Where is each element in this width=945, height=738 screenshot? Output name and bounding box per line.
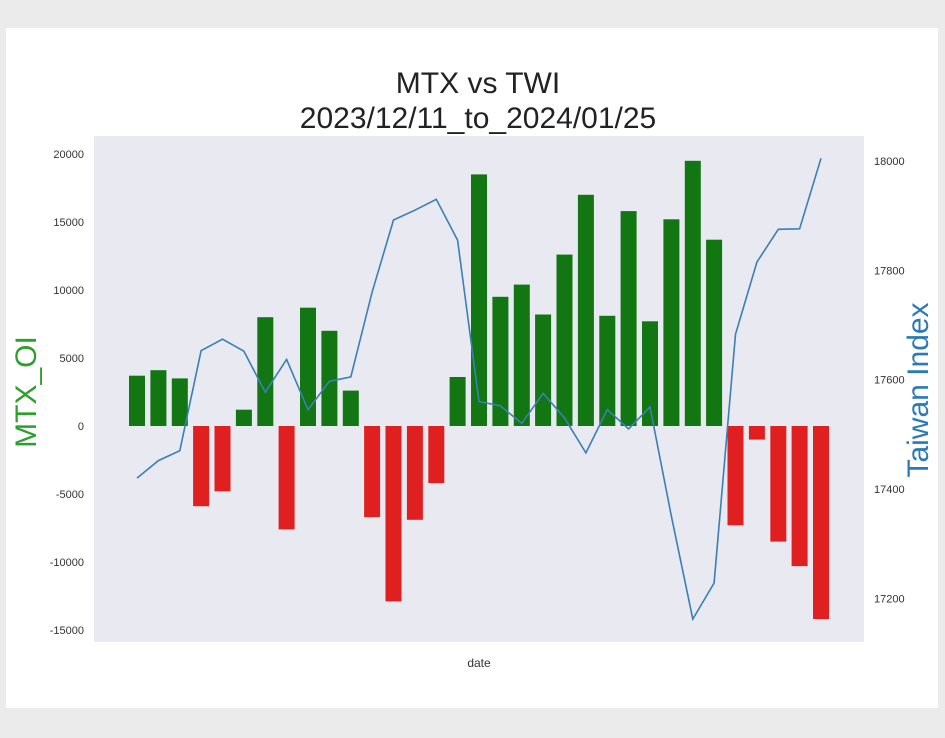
bar (193, 426, 210, 507)
y-axis-label-left: MTX_OI (10, 336, 43, 448)
twi-line (136, 158, 822, 622)
bar (214, 426, 231, 492)
y-tick-left: -10000 (50, 557, 84, 569)
bar (663, 219, 680, 426)
bar (770, 426, 787, 542)
bar (577, 194, 594, 426)
left-axis-ticks: -15000 -10000 -5000 0 5000 10000 15000 20000 (50, 149, 84, 637)
bar (556, 254, 573, 426)
bar (150, 370, 167, 426)
bar (129, 375, 145, 426)
bar (642, 321, 658, 426)
bar (278, 426, 295, 530)
bar (791, 426, 808, 567)
bar (513, 284, 530, 426)
bar (727, 426, 744, 526)
bar (428, 426, 445, 484)
bar (449, 377, 466, 426)
bar (385, 426, 402, 602)
bar (364, 426, 381, 518)
y-tick-right: 17200 (874, 593, 905, 605)
bar (706, 239, 723, 426)
y-tick-left: 20000 (53, 149, 84, 161)
chart-subtitle: 2023/12/11_to_2024/01/25 (300, 102, 656, 135)
y-tick-left: 10000 (53, 285, 84, 297)
right-axis-ticks: 17200 17400 17600 17800 18000 (874, 156, 905, 605)
bar (300, 307, 316, 426)
bar (257, 317, 274, 426)
bar (171, 378, 188, 426)
y-axis-label-right: Taiwan Index (902, 302, 935, 477)
y-tick-left: 0 (78, 421, 84, 433)
y-tick-right: 17600 (874, 375, 905, 387)
bar (620, 211, 637, 426)
bar (748, 426, 765, 440)
bar (235, 409, 252, 426)
x-axis-label: date (467, 656, 491, 670)
bar (492, 296, 509, 426)
bar (342, 390, 359, 426)
chart-title: MTX vs TWI (396, 67, 560, 100)
bar (813, 426, 829, 620)
y-tick-right: 17400 (874, 484, 905, 496)
y-tick-right: 17800 (874, 265, 905, 277)
bar (471, 174, 487, 426)
bar (684, 160, 701, 427)
bar (406, 426, 423, 520)
bar (599, 315, 616, 426)
y-tick-right: 18000 (874, 156, 905, 168)
y-tick-left: -15000 (50, 625, 84, 637)
y-tick-left: -5000 (56, 489, 84, 501)
y-tick-left: 5000 (60, 353, 84, 365)
bar (321, 330, 338, 426)
y-tick-left: 15000 (53, 217, 84, 229)
bar (535, 314, 552, 426)
